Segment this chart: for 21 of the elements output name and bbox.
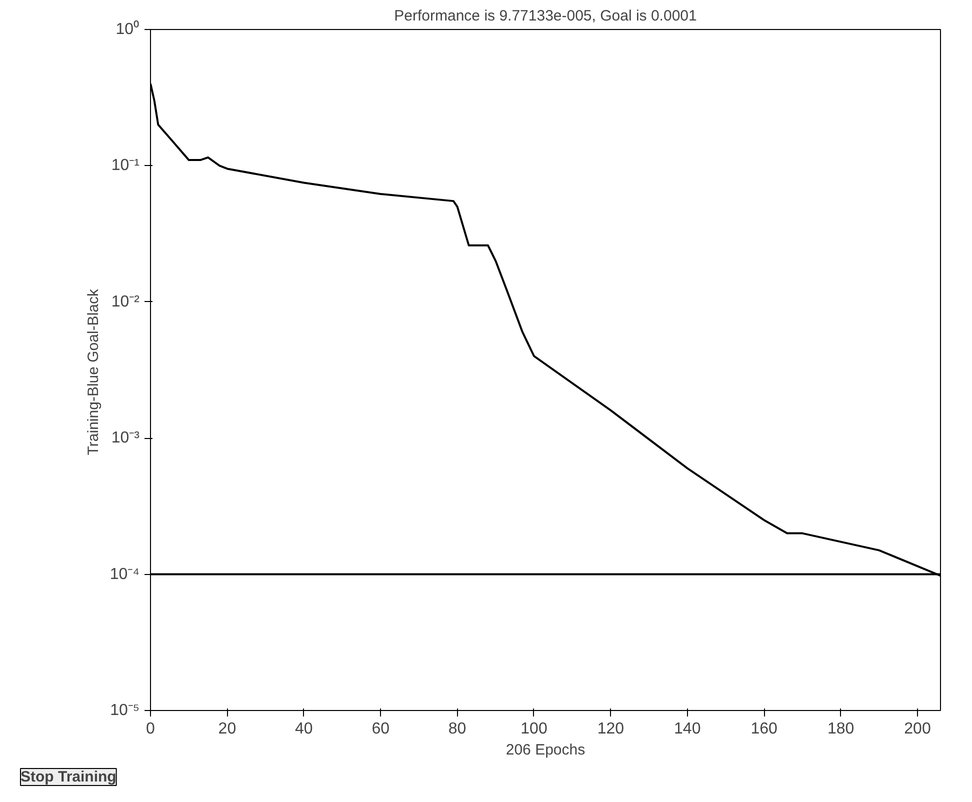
y-tick-label: 10⁻²: [111, 293, 140, 310]
chart-title: Performance is 9.77133e-005, Goal is 0.0001: [394, 8, 697, 24]
x-tick-label: 80: [448, 720, 466, 738]
y-tick-label: 10⁻³: [111, 430, 140, 447]
text: Stop Training: [20, 768, 116, 786]
y-tick-label: 10⁻¹: [111, 157, 140, 174]
x-tick-label: 140: [674, 720, 701, 738]
y-tick-label: 10⁻⁴: [110, 566, 140, 583]
x-axis-title: 206 Epochs: [506, 742, 586, 758]
x-tick-label: 0: [146, 720, 156, 738]
x-tick-label: 20: [218, 720, 236, 738]
y-tick-label: 10⁻⁵: [110, 702, 140, 719]
x-tick-label: 200: [904, 720, 931, 738]
x-tick-label: 120: [597, 720, 624, 738]
x-tick-label: 180: [827, 720, 854, 738]
y-axis-title: Training-Blue Goal-Black: [84, 288, 102, 456]
x-tick-label: 60: [372, 720, 390, 738]
x-tick-label: 100: [520, 720, 548, 738]
x-tick-label: 160: [750, 720, 778, 738]
x-tick-label: 40: [295, 720, 313, 738]
y-tick-label: 10⁰: [116, 20, 140, 38]
